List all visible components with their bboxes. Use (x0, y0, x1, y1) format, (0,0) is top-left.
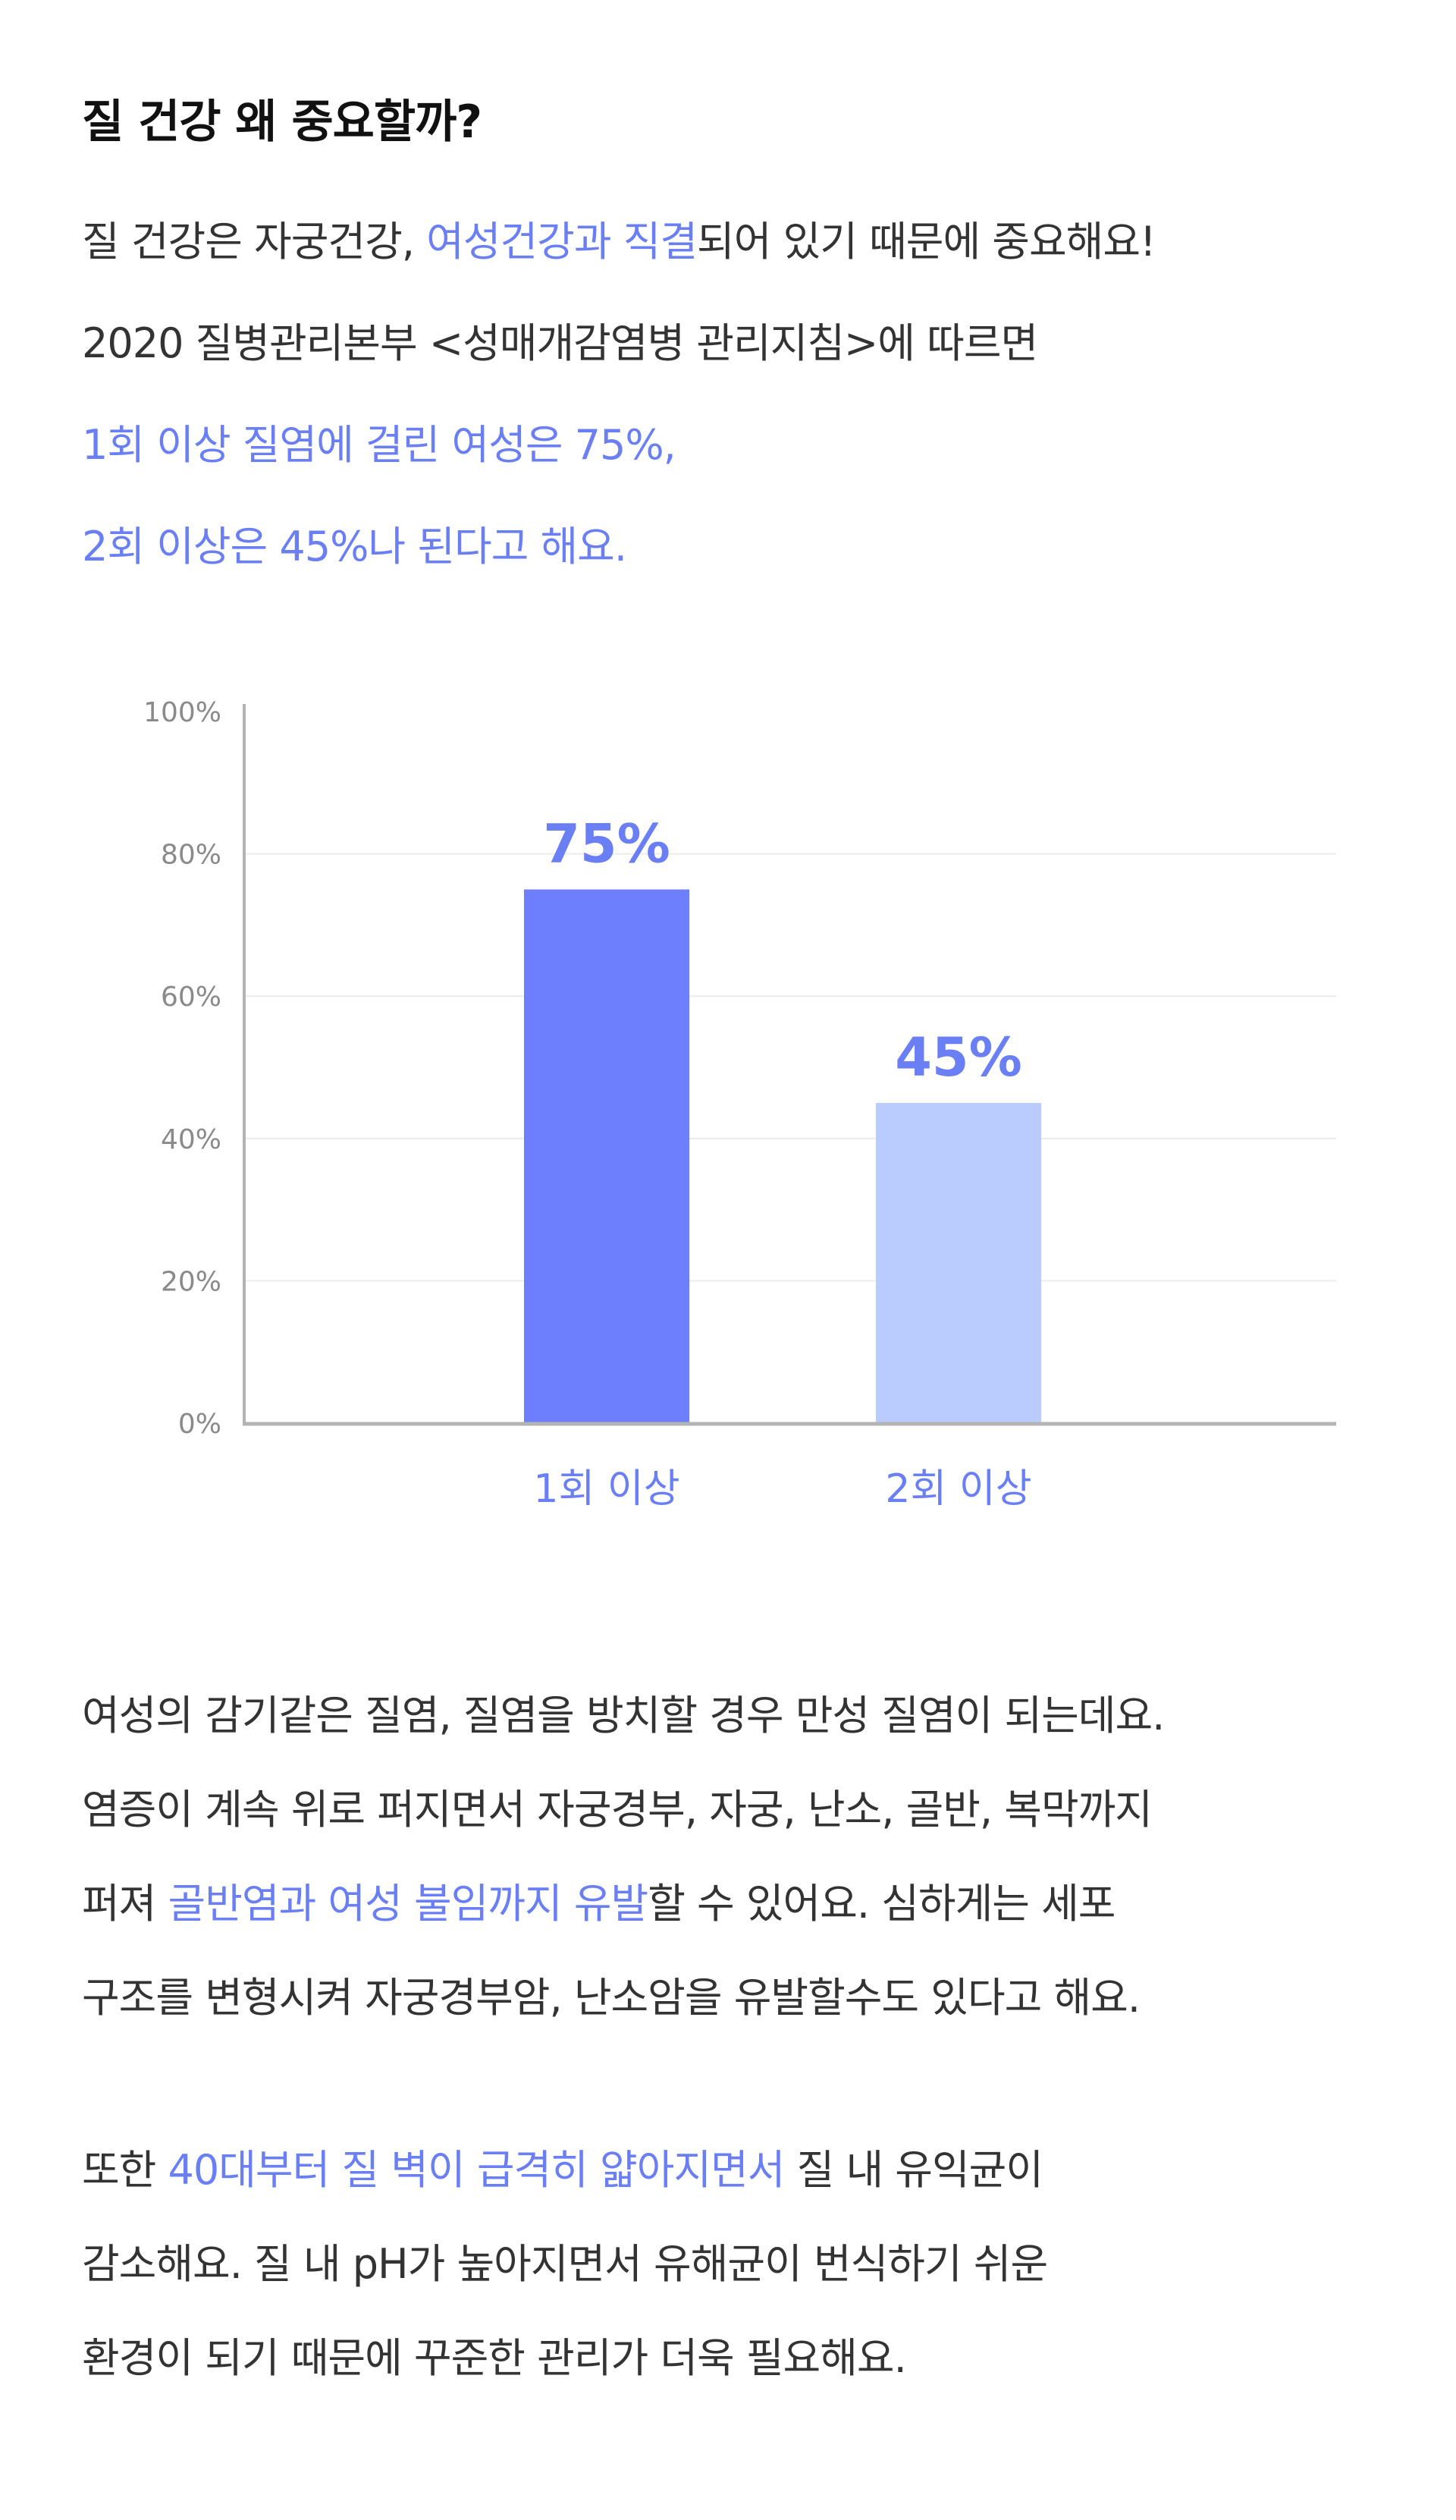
y-tick-label: 100% (143, 697, 221, 728)
y-tick-label: 40% (161, 1124, 221, 1155)
p2-line-2: 염증이 계속 위로 퍼지면서 자궁경부, 자궁, 난소, 골반, 복막까지 (82, 1786, 1153, 1833)
intro-line-1-start: 질 건강은 자궁건강, (82, 218, 427, 266)
bar-data-label: 75% (543, 813, 670, 875)
p3-line-1-end: 질 내 유익균이 (784, 2146, 1043, 2194)
y-tick-label: 0% (178, 1409, 221, 1440)
intro-line-2: 2020 질병관리본부 <성매개감염병 관리지침>에 따르면 (82, 319, 1038, 367)
bar (876, 1102, 1041, 1423)
p2-line-4: 구조를 변형시켜 자궁경부암, 난소암을 유발할수도 있다고 해요. (82, 1974, 1141, 2022)
intro-line-4-highlight: 2회 이상은 45%나 된다고 해요. (82, 523, 627, 570)
y-tick-label: 20% (161, 1266, 221, 1297)
p2-highlight-infertility: 골반염과 여성 불임까지 유발 (168, 1880, 649, 1928)
intro-line-1-end: 되어 있기 때문에 중요해요! (697, 218, 1156, 266)
p3-line-3: 환경이 되기 때문에 꾸준한 관리가 더욱 필요해요. (82, 2334, 907, 2382)
x-category-label: 1회 이상 (533, 1466, 679, 1512)
intro-line-3-highlight: 1회 이상 질염에 걸린 여성은 75%, (82, 421, 676, 469)
p2-line-3-end: 할 수 있어요. 심하게는 세포 (648, 1880, 1116, 1928)
bar-chart: 0% 20% 40% 60% 80% 100% 75% 1회 이상 45% 2회 이상 (143, 697, 1336, 1512)
page-heading: 질 건강 왜 중요할까? (82, 96, 482, 149)
bar-data-label: 45% (895, 1026, 1022, 1089)
x-category-label: 2회 이상 (885, 1466, 1031, 1512)
p3-line-1: 또한 40대부터 질 벽이 급격히 얇아지면서 질 내 유익균이 (82, 2123, 1047, 2217)
p3-line-2: 감소해요. 질 내 pH가 높아지면서 유해균이 번식하기 쉬운 (82, 2240, 1048, 2288)
p3-highlight-vaginal-wall: 40대부터 질 벽이 급격히 얇아지면서 (168, 2146, 786, 2194)
intro-highlight-womens-health: 여성건강과 직결 (426, 218, 698, 266)
chronic-vaginitis-paragraph: 여성의 감기같은 질염, 질염을 방치할 경우 만성 질염이 되는데요. 염증이… (82, 1669, 1165, 2045)
intro-paragraph: 질 건강은 자궁건강, 여성건강과 직결되어 있기 때문에 중요해요! 2020… (82, 191, 1156, 598)
y-tick-label: 80% (161, 840, 221, 871)
bar (524, 889, 689, 1423)
p2-line-3-start: 퍼져 (82, 1880, 168, 1928)
p3-line-1-start: 또한 (82, 2146, 168, 2194)
p2-line-3: 퍼져 골반염과 여성 불임까지 유발할 수 있어요. 심하게는 세포 (82, 1857, 1164, 1951)
intro-line-1: 질 건강은 자궁건강, 여성건강과 직결되어 있기 때문에 중요해요! (82, 191, 1156, 293)
y-tick-label: 60% (161, 982, 221, 1013)
p2-line-1: 여성의 감기같은 질염, 질염을 방치할 경우 만성 질염이 되는데요. (82, 1692, 1165, 1739)
age-40-paragraph: 또한 40대부터 질 벽이 급격히 얇아지면서 질 내 유익균이 감소해요. 질… (82, 2123, 1048, 2405)
